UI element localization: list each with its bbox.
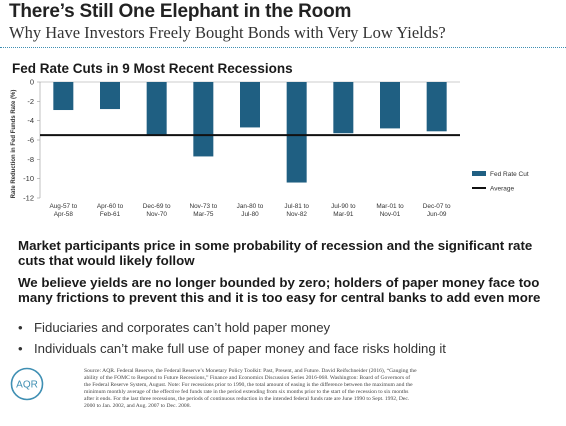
bar (240, 82, 260, 128)
x-tick-label: Jul-90 to Mar-91 (331, 203, 356, 218)
bar (380, 82, 400, 129)
source-line: the Federal Reserve System, August. Note… (84, 382, 413, 389)
source-line: after it ends. For the last three recess… (84, 396, 410, 403)
x-tick-label: Jan-80 to Jul-80 (237, 203, 264, 218)
bullet-item: • Fiduciaries and corporates can’t hold p… (18, 320, 330, 335)
x-tick-label: Nov-73 to Mar-75 (189, 203, 217, 218)
source-line: 2000 to Jan. 2002, and Aug. 2007 to Dec.… (84, 403, 191, 410)
bullet-dot: • (18, 320, 23, 335)
bar (146, 82, 167, 136)
source-line: Source: AQR. Federal Reserve, the Federa… (84, 368, 417, 374)
y-tick-label: -6 (27, 136, 34, 145)
x-tick-label: Dec-69 to Nov-70 (143, 203, 171, 218)
paragraph-market-participants: Market participants price in some probab… (18, 238, 533, 268)
x-tick-label: Dec-07 to Jun-09 (423, 203, 451, 218)
y-tick-label: 0 (30, 78, 34, 87)
bar (426, 82, 447, 132)
chart-title: Fed Rate Cuts in 9 Most Recent Recession… (12, 61, 293, 76)
source-note: Source: AQR. Federal Reserve, the Federa… (84, 368, 554, 411)
source-line: ability of the FOMC to Respond to Future… (84, 375, 411, 382)
legend-swatch-fed-rate-cut (472, 171, 486, 176)
bar (53, 82, 74, 111)
y-axis-label: Rate Reduction in Fed Funds Rate (%) (11, 90, 17, 199)
y-tick-label: -12 (23, 194, 34, 203)
bullet-item: • Individuals can’t make full use of pape… (18, 341, 446, 356)
fed-rate-cut-chart: 0 -2 -4 -6 -8 -10 -12 Aug-57 to Apr-58 Apr-60 to… (11, 78, 529, 219)
y-tick-label: -8 (27, 155, 34, 164)
bar (333, 82, 354, 134)
bar (100, 82, 120, 110)
divider (0, 47, 566, 48)
y-tick-label: -2 (27, 97, 34, 106)
x-tick-label: Jul-81 to Nov-82 (284, 203, 309, 218)
y-tick-label: -10 (23, 174, 34, 183)
logo-text: AQR (16, 380, 38, 391)
page-subtitle: Why Have Investors Freely Bought Bonds w… (9, 23, 446, 42)
page-title: There’s Still One Elephant in the Room (9, 1, 352, 22)
legend-label-average: Average (490, 186, 514, 193)
x-tick-label: Apr-60 to Feb-61 (97, 203, 124, 218)
bullet-dot: • (18, 341, 23, 356)
bar (286, 82, 307, 183)
y-tick-label: -4 (27, 116, 34, 125)
aqr-logo: AQR (10, 367, 44, 401)
bullet-text: Individuals can’t make full use of paper… (34, 341, 446, 356)
legend-label-fed-rate-cut: Fed Rate Cut (490, 171, 529, 178)
source-line: minimum monthly average of the effective… (84, 389, 409, 396)
paragraph-yields-not-bounded: We believe yields are no longer bounded … (18, 275, 541, 305)
x-tick-label: Mar-01 to Nov-01 (376, 203, 404, 218)
bar (193, 82, 214, 157)
bullet-text: Fiduciaries and corporates can’t hold pa… (34, 320, 331, 335)
x-tick-label: Aug-57 to Apr-58 (49, 203, 77, 218)
